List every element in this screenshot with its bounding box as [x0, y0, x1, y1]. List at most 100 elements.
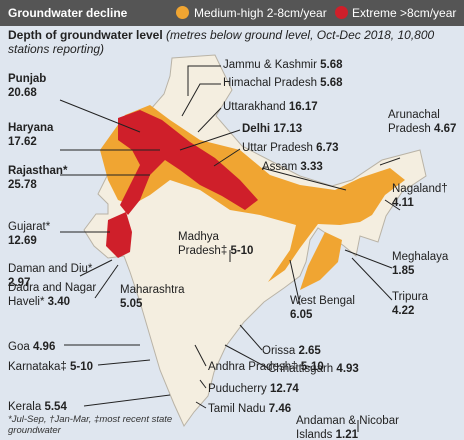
depth-value: 4.93 — [336, 363, 359, 375]
state-label: Meghalaya 1.85 — [392, 250, 462, 278]
state-label: Maharashtra 5.05 — [120, 283, 200, 311]
state-label: West Bengal 6.05 — [290, 294, 360, 322]
header: Groundwater decline Medium-high 2-8cm/ye… — [0, 0, 464, 26]
state-name: Assam — [262, 161, 298, 173]
depth-value: 5-10 — [70, 361, 94, 373]
depth-value: 5-10 — [300, 361, 324, 373]
state-name: Punjab — [8, 73, 47, 85]
state-label: Karnataka‡ 5-10 — [8, 360, 108, 374]
depth-value: 2.97 — [8, 277, 31, 289]
legend-label: Medium-high 2-8cm/year — [194, 6, 327, 20]
depth-value: 4.67 — [434, 123, 457, 135]
depth-value: 6.73 — [316, 142, 339, 154]
state-label: Puducherry 12.74 — [208, 382, 318, 396]
state-label: Chhattisgarh 4.93 — [268, 362, 378, 376]
depth-value: 7.46 — [268, 403, 292, 415]
depth-value: 3.40 — [47, 296, 71, 308]
state-name: Haryana — [8, 122, 54, 134]
depth-value: 1.21 — [335, 429, 359, 440]
state-name: Delhi — [242, 123, 271, 135]
state-label: Andhra Pradesh‡ 5-10 — [208, 360, 338, 374]
depth-value: 16.17 — [288, 101, 318, 113]
state-name: Andaman & Nicobar Islands — [296, 415, 399, 440]
state-name: Kerala — [8, 401, 42, 413]
state-name: Karnataka‡ — [8, 361, 67, 373]
state-label: Goa 4.96 — [8, 340, 78, 354]
state-label: Jammu & Kashmir 5.68 — [223, 58, 363, 72]
state-label: Uttar Pradesh 6.73 — [242, 141, 362, 155]
depth-value: 12.74 — [270, 383, 299, 395]
state-label: Orissa 2.65 — [262, 344, 352, 358]
leader-lines — [59, 65, 401, 432]
state-name: Tripura — [392, 291, 428, 303]
state-label: Kerala 5.54 — [8, 400, 88, 414]
subtitle: Depth of groundwater level (metres below… — [8, 28, 458, 56]
state-name: Andhra Pradesh‡ — [208, 361, 298, 373]
state-name: Orissa — [262, 345, 296, 357]
state-name: Madhya Pradesh‡ — [178, 231, 228, 257]
state-label: Delhi 17.13 — [242, 122, 352, 136]
state-label: Madhya Pradesh‡ 5-10 — [178, 230, 258, 258]
depth-value: 20.68 — [8, 87, 37, 99]
legend-label: Extreme >8cm/year — [352, 6, 457, 20]
state-label: Haryana 17.62 — [8, 121, 68, 149]
state-label: Himachal Pradesh 5.68 — [223, 76, 363, 90]
state-name: Jammu & Kashmir — [223, 59, 317, 71]
state-label: Dadra and Nagar Haveli* 3.40 — [8, 281, 108, 309]
state-name: Nagaland† — [392, 183, 448, 195]
depth-value: 4.96 — [32, 341, 56, 353]
depth-value: 12.69 — [8, 235, 37, 247]
state-label: Gujarat* 12.69 — [8, 220, 68, 248]
depth-value: 5.68 — [320, 77, 343, 89]
state-name: Dadra and Nagar Haveli* — [8, 282, 97, 308]
depth-value: 5.68 — [320, 59, 343, 71]
depth-value: 1.85 — [392, 265, 415, 277]
state-name: Daman and Diu* — [8, 263, 93, 275]
depth-value: 4.22 — [392, 305, 415, 317]
state-name: West Bengal — [290, 295, 355, 307]
depth-value: 4.11 — [392, 197, 414, 209]
depth-value: 5-10 — [230, 245, 254, 257]
state-name: Uttarakhand — [223, 101, 286, 113]
footnote: *Jul-Sep, †Jan-Mar, ‡most recent state g… — [8, 414, 173, 436]
state-name: Goa — [8, 341, 30, 353]
depth-value: 5.05 — [120, 298, 143, 310]
state-name: Chhattisgarh — [268, 363, 334, 375]
state-name: Arunachal Pradesh — [388, 109, 440, 135]
depth-value: 5.54 — [44, 401, 67, 413]
extreme-region — [118, 110, 258, 215]
title: Groundwater decline — [8, 6, 128, 20]
depth-value: 2.65 — [298, 345, 321, 357]
state-label: Arunachal Pradesh 4.67 — [388, 108, 460, 136]
state-label: Rajasthan* 25.78 — [8, 164, 78, 192]
state-name: Himachal Pradesh — [223, 77, 317, 89]
depth-value: 25.78 — [8, 179, 37, 191]
state-label: Daman and Diu* 2.97 — [8, 262, 108, 290]
state-name: Rajasthan* — [8, 165, 68, 177]
depth-value: 17.62 — [8, 136, 37, 148]
state-label: Nagaland† 4.11 — [392, 182, 462, 210]
legend-swatch — [176, 6, 189, 19]
state-label: Andaman & Nicobar Islands 1.21 — [296, 414, 416, 440]
state-label: Uttarakhand 16.17 — [223, 100, 353, 114]
depth-value: 3.33 — [300, 161, 323, 173]
state-name: Gujarat* — [8, 221, 51, 233]
subtitle-main: Depth of groundwater level — [8, 28, 163, 42]
state-name: Maharashtra — [120, 284, 185, 296]
state-label: Tamil Nadu 7.46 — [208, 402, 318, 416]
depth-value: 6.05 — [290, 309, 313, 321]
state-name: Meghalaya — [392, 251, 449, 263]
medium-high-region — [300, 232, 342, 290]
state-label: Punjab 20.68 — [8, 72, 68, 100]
legend-swatch — [335, 6, 348, 19]
subtitle-note: (metres below ground level, Oct-Dec 2018… — [8, 28, 435, 56]
extreme-region — [106, 212, 132, 258]
state-label: Assam 3.33 — [262, 160, 352, 174]
state-name: Tamil Nadu — [208, 403, 266, 415]
depth-value: 17.13 — [273, 123, 303, 135]
state-label: Tripura 4.22 — [392, 290, 452, 318]
state-name: Puducherry — [208, 383, 267, 395]
state-name: Uttar Pradesh — [242, 142, 313, 154]
